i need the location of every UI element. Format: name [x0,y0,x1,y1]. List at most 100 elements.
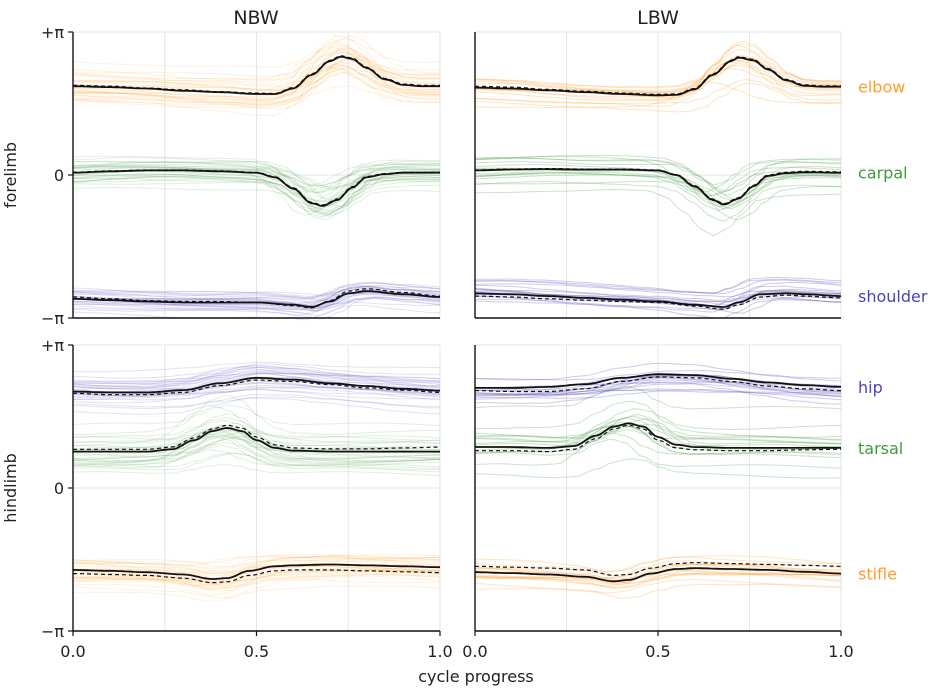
trace-line [72,57,441,91]
trace-line [73,296,441,320]
x-tick-label: 0.0 [60,642,85,661]
trace-line [474,56,842,93]
x-tick-label: 1.0 [427,642,452,661]
trace-line [475,572,841,584]
trace-line [474,288,842,303]
trace-line [475,278,842,294]
trace-line [73,394,441,435]
y-tick-label: +π [41,336,64,355]
trace-line [72,165,441,190]
column-title-lbw: LBW [637,7,679,29]
trace-line [73,426,441,441]
trace-line [72,574,441,586]
trace-line [72,48,441,88]
trace-line [72,293,441,310]
joint-label-shoulder: shoulder [858,287,928,306]
panel-hindlimb-nbw: −π 0 +π 0.0 0.5 1.0 [41,336,453,661]
median-line-stifle-lbw [475,561,841,577]
mean-line-stifle-lbw [475,567,842,583]
trace-line [72,166,440,207]
joint-label-elbow: elbow [858,78,905,97]
trace-line [72,404,441,426]
trace-line [73,281,441,299]
joint-label-carpal: carpal [858,164,908,183]
trace-line [474,281,842,298]
median-line-hip-lbw [475,376,841,393]
trace-line [474,583,842,599]
trace-line [72,301,441,316]
x-tick-label: 0.0 [462,642,487,661]
trace-line [474,279,842,295]
trace-line [474,423,842,440]
trace-line [72,563,441,580]
trace-line [72,157,441,201]
trace-line [72,386,441,401]
trace-line [475,563,842,580]
trace-line [474,418,842,445]
trace-line [72,434,441,463]
trace-line [474,299,842,319]
trace-line [72,35,441,85]
trace-line [474,40,842,94]
trace-line [474,157,842,192]
x-axis-label: cycle progress [418,667,534,686]
trace-line [72,67,441,102]
trace-line [72,393,440,410]
trace-line [72,161,441,188]
trace-line [72,370,441,388]
trace-line [475,284,842,301]
trace-line [73,382,441,397]
trace-line [475,572,842,589]
y-tick-label: +π [41,23,64,42]
traces-stifle-lbw [474,555,842,599]
trace-line [474,388,842,400]
trace-line [72,585,441,602]
joint-labels-group: elbow carpal shoulder hip tarsal stifle [858,78,928,584]
mean-line-carpal-nbw [73,169,440,207]
trace-line [72,556,440,575]
trace-line [72,427,441,453]
trace-line [474,164,842,198]
trace-line [73,430,440,460]
trace-line [72,285,441,303]
trace-line [72,420,441,444]
trace-line [474,579,842,594]
trace-line [474,180,842,221]
trace-line [72,569,441,587]
trace-line [72,165,441,187]
trace-line [474,287,841,311]
trace-line [72,557,441,573]
trace-line [72,366,441,390]
mean-line-shoulder-nbw [73,290,441,308]
trace-line [72,38,441,68]
trace-line [72,165,441,208]
trace-line [72,161,441,207]
trace-line [73,361,441,373]
trace-line [474,79,842,104]
trace-line [72,569,441,589]
trace-line [474,556,842,573]
trace-line [72,43,441,82]
trace-line [72,292,441,312]
trace-line [474,563,842,577]
trace-line [72,427,441,454]
trace-line [474,383,842,397]
trace-line [72,371,441,383]
trace-line [72,553,441,569]
trace-line [72,573,441,590]
trace-line [72,445,441,468]
trace-line [475,276,842,294]
trace-line [72,364,441,385]
trace-line [72,177,441,194]
x-tick-label: 0.5 [645,642,670,661]
trace-line [72,405,441,443]
row-label-forelimb: forelimb [1,142,20,208]
trace-line [72,413,441,447]
trace-line [475,43,841,92]
median-line-shoulder-lbw [475,294,841,310]
trace-line [474,425,842,459]
trace-line [72,385,441,395]
trace-line [72,51,441,78]
trace-line [72,574,441,592]
trace-line [72,173,441,209]
